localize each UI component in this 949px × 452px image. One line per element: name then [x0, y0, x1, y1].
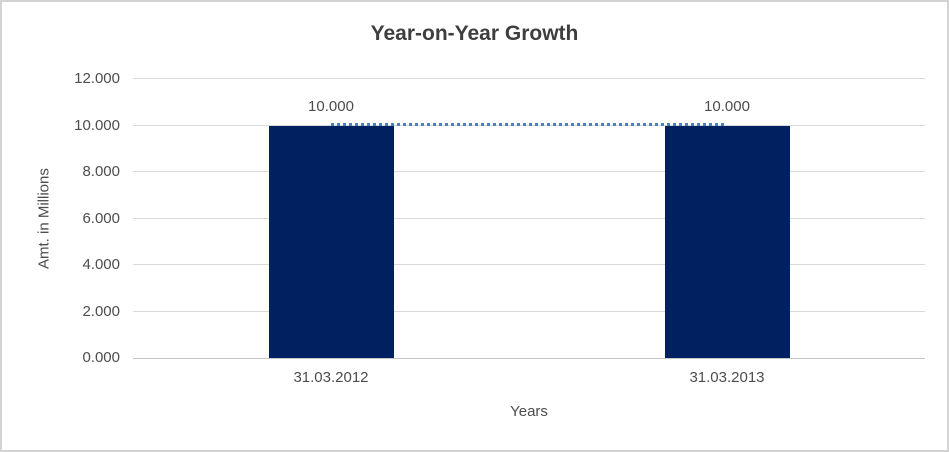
gridline — [133, 125, 925, 126]
y-tick-label: 0.000 — [82, 349, 120, 366]
y-axis-tick-labels: 0.000 2.000 4.000 6.000 8.000 10.000 12.000 — [2, 70, 120, 366]
x-axis-title: Years — [510, 403, 548, 420]
gridline — [133, 264, 925, 265]
y-tick-label: 6.000 — [82, 209, 120, 227]
bar — [664, 125, 790, 358]
bar — [268, 125, 394, 358]
gridline — [133, 311, 925, 312]
x-axis-line — [133, 358, 925, 359]
plot-area: 10.000 10.000 — [133, 78, 925, 359]
y-tick-label: 8.000 — [82, 163, 120, 180]
gridline — [133, 78, 925, 79]
gridline — [133, 171, 925, 172]
bar-value-label: 10.000 — [308, 97, 354, 115]
gridline — [133, 218, 925, 219]
x-tick-label: 31.03.2012 — [293, 369, 369, 386]
bar-value-label: 10.000 — [704, 97, 750, 115]
y-tick-label: 12.000 — [74, 70, 120, 87]
y-tick-label: 4.000 — [82, 256, 120, 273]
x-tick-label: 31.03.2013 — [689, 369, 765, 386]
y-tick-label: 10.000 — [74, 116, 120, 134]
chart-title: Year-on-Year Growth — [370, 22, 579, 45]
x-axis-tick-labels: 31.03.2012 31.03.2013 — [133, 368, 925, 388]
y-tick-label: 2.000 — [82, 302, 120, 320]
dotted-trend-line — [331, 122, 727, 126]
